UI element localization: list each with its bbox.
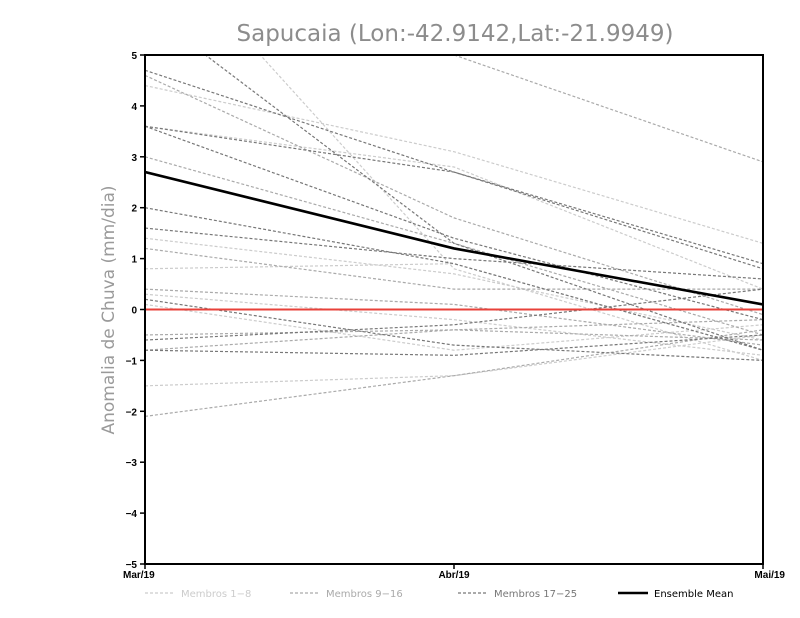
member-line-g3-4 <box>145 227 763 280</box>
ensemble-mean-line <box>145 170 763 306</box>
member-line-g1-7 <box>259 55 763 361</box>
member-line-g1-8 <box>145 303 763 351</box>
member-line-g2-7 <box>145 156 763 336</box>
member-line-g1-4 <box>145 334 763 387</box>
y-tick-label: 0 <box>131 306 137 317</box>
x-ticks: Mar/19 Abr/19 Mai/19 <box>123 564 785 581</box>
x-tick-label: Mar/19 <box>123 570 155 581</box>
x-tick-label: Mai/19 <box>754 570 785 581</box>
y-tick-label: −3 <box>126 458 138 469</box>
member-line-g2-3 <box>145 288 763 346</box>
member-line-g3-2 <box>145 125 763 270</box>
y-tick-label: −4 <box>126 509 138 520</box>
member-line-g3-7 <box>145 298 763 361</box>
member-line-g2-4 <box>145 329 763 341</box>
member-line-g3-6 <box>145 334 763 356</box>
legend-label-3: Membros 17−25 <box>494 589 577 600</box>
member-line-g1-5 <box>145 293 763 356</box>
member-lines <box>145 55 763 417</box>
y-tick-label: 2 <box>131 204 137 215</box>
legend: Membros 1−8 Membros 9−16 Membros 17−25 Ense… <box>145 589 733 600</box>
member-line-g3-5 <box>145 288 763 341</box>
chart-title: Sapucaia (Lon:-42.9142,Lat:-21.9949) <box>237 21 674 47</box>
legend-label-4: Ensemble Mean <box>654 589 733 600</box>
y-tick-label: 5 <box>131 51 137 62</box>
y-tick-label: 4 <box>131 102 137 113</box>
y-tick-label: −2 <box>126 407 138 418</box>
member-line-g3-9 <box>145 125 763 321</box>
legend-label-2: Membros 9−16 <box>326 589 403 600</box>
member-line-g1-2 <box>145 237 763 341</box>
y-tick-label: −5 <box>126 560 138 571</box>
y-tick-label: −1 <box>126 356 138 367</box>
y-ticks: −5 −4 −3 −2 −1 0 1 2 3 4 5 <box>126 51 145 571</box>
member-line-g1-1 <box>145 84 763 244</box>
member-line-g2-8 <box>145 319 763 351</box>
member-line-g3-8 <box>204 55 763 351</box>
member-line-g2-5 <box>452 55 763 163</box>
member-line-g2-1 <box>145 329 763 417</box>
member-line-g1-6 <box>145 125 763 290</box>
member-line-g3-3 <box>145 207 763 351</box>
member-line-g2-6 <box>145 247 763 290</box>
y-tick-label: 3 <box>131 153 137 164</box>
ensemble-mean-group <box>145 170 763 306</box>
y-axis-label: Anomalia de Chuva (mm/dia) <box>99 185 119 434</box>
member-line-g2-2 <box>145 74 763 316</box>
y-tick-label: 1 <box>131 255 137 266</box>
x-tick-label: Abr/19 <box>438 570 470 581</box>
legend-label-1: Membros 1−8 <box>181 589 251 600</box>
